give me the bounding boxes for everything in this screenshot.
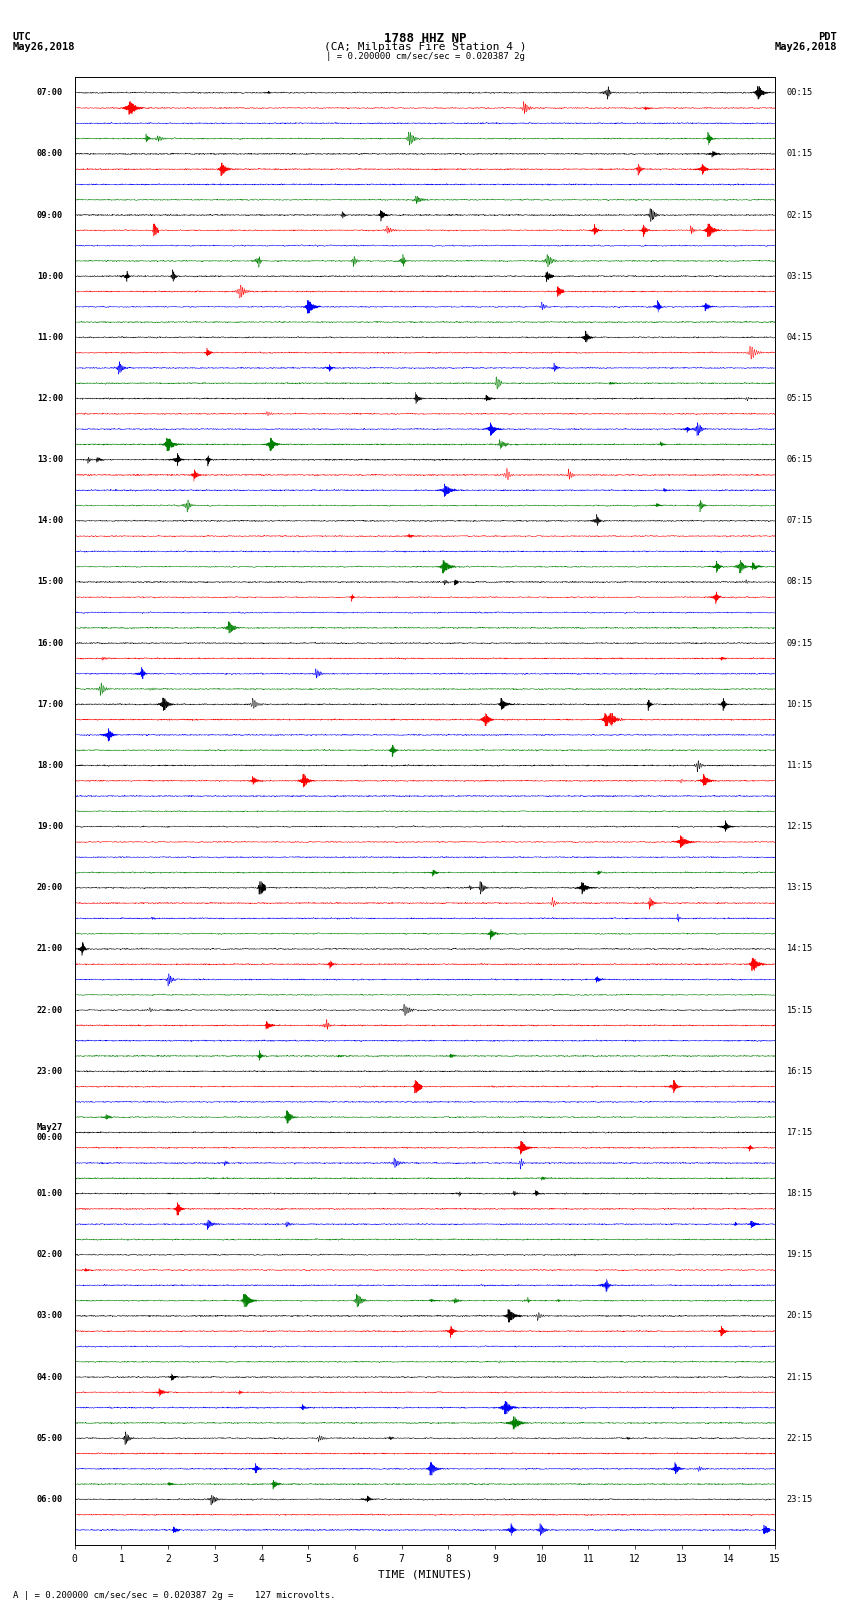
Text: 19:15: 19:15 <box>787 1250 813 1260</box>
Text: 22:00: 22:00 <box>37 1005 63 1015</box>
Text: May26,2018: May26,2018 <box>13 42 76 52</box>
Text: 18:15: 18:15 <box>787 1189 813 1198</box>
Text: 08:00: 08:00 <box>37 150 63 158</box>
Text: | = 0.200000 cm/sec/sec = 0.020387 2g: | = 0.200000 cm/sec/sec = 0.020387 2g <box>326 52 524 61</box>
Text: (CA; Milpitas Fire Station 4 ): (CA; Milpitas Fire Station 4 ) <box>324 42 526 52</box>
Text: 00:15: 00:15 <box>787 89 813 97</box>
Text: 06:15: 06:15 <box>787 455 813 465</box>
Text: 02:15: 02:15 <box>787 211 813 219</box>
Text: 1788 HHZ NP: 1788 HHZ NP <box>383 32 467 45</box>
Text: 07:00: 07:00 <box>37 89 63 97</box>
Text: 04:15: 04:15 <box>787 332 813 342</box>
Text: 16:00: 16:00 <box>37 639 63 648</box>
Text: 05:00: 05:00 <box>37 1434 63 1442</box>
Text: 16:15: 16:15 <box>787 1066 813 1076</box>
Text: 12:15: 12:15 <box>787 823 813 831</box>
Text: 15:15: 15:15 <box>787 1005 813 1015</box>
Text: 21:00: 21:00 <box>37 945 63 953</box>
Text: 20:15: 20:15 <box>787 1311 813 1321</box>
Text: 08:15: 08:15 <box>787 577 813 587</box>
Text: A | = 0.200000 cm/sec/sec = 0.020387 2g =    127 microvolts.: A | = 0.200000 cm/sec/sec = 0.020387 2g … <box>13 1590 335 1600</box>
Text: 19:00: 19:00 <box>37 823 63 831</box>
Text: 12:00: 12:00 <box>37 394 63 403</box>
Text: 06:00: 06:00 <box>37 1495 63 1503</box>
Text: 13:15: 13:15 <box>787 884 813 892</box>
Text: 17:15: 17:15 <box>787 1127 813 1137</box>
Text: 14:15: 14:15 <box>787 945 813 953</box>
Text: UTC: UTC <box>13 32 31 42</box>
Text: 22:15: 22:15 <box>787 1434 813 1442</box>
Text: May27
00:00: May27 00:00 <box>37 1123 63 1142</box>
Text: 07:15: 07:15 <box>787 516 813 526</box>
Text: PDT: PDT <box>819 32 837 42</box>
Text: 11:15: 11:15 <box>787 761 813 769</box>
Text: 01:15: 01:15 <box>787 150 813 158</box>
Text: 15:00: 15:00 <box>37 577 63 587</box>
Text: 10:00: 10:00 <box>37 271 63 281</box>
Text: 03:00: 03:00 <box>37 1311 63 1321</box>
Text: 14:00: 14:00 <box>37 516 63 526</box>
Text: 23:00: 23:00 <box>37 1066 63 1076</box>
Text: 13:00: 13:00 <box>37 455 63 465</box>
Text: 17:00: 17:00 <box>37 700 63 708</box>
X-axis label: TIME (MINUTES): TIME (MINUTES) <box>377 1569 473 1579</box>
Text: May26,2018: May26,2018 <box>774 42 837 52</box>
Text: 20:00: 20:00 <box>37 884 63 892</box>
Text: 11:00: 11:00 <box>37 332 63 342</box>
Text: 03:15: 03:15 <box>787 271 813 281</box>
Text: 02:00: 02:00 <box>37 1250 63 1260</box>
Text: 18:00: 18:00 <box>37 761 63 769</box>
Text: 05:15: 05:15 <box>787 394 813 403</box>
Text: 10:15: 10:15 <box>787 700 813 708</box>
Text: 04:00: 04:00 <box>37 1373 63 1382</box>
Text: 01:00: 01:00 <box>37 1189 63 1198</box>
Text: 21:15: 21:15 <box>787 1373 813 1382</box>
Text: 23:15: 23:15 <box>787 1495 813 1503</box>
Text: 09:00: 09:00 <box>37 211 63 219</box>
Text: 09:15: 09:15 <box>787 639 813 648</box>
